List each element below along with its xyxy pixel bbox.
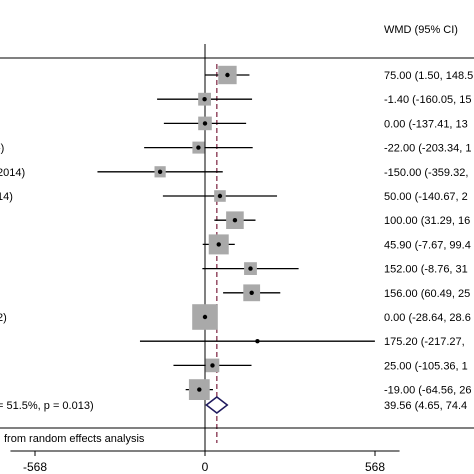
point-estimate bbox=[210, 363, 215, 368]
study-row: 75.00 (1.50, 148.5 bbox=[205, 65, 473, 85]
footnote: from random effects analysis bbox=[4, 433, 145, 445]
study-ci-label: -1.40 (-160.05, 15 bbox=[384, 94, 471, 106]
point-estimate bbox=[202, 121, 208, 126]
study-ci-label: 75.00 (1.50, 148.5 bbox=[384, 70, 473, 82]
study-ci-label: -22.00 (-203.34, 1 bbox=[384, 143, 471, 155]
ci-column-header: WMD (95% CI) bbox=[384, 24, 458, 36]
point-estimate bbox=[197, 387, 202, 392]
study-ci-label: 0.00 (-137.41, 13 bbox=[384, 118, 468, 130]
study-ci-label: 45.90 (-7.67, 99.4 bbox=[384, 239, 471, 251]
study-row: 2014) -150.00 (-359.32, bbox=[0, 166, 468, 179]
study-ci-label: -19.00 (-64.56, 26 bbox=[384, 385, 471, 397]
point-estimate bbox=[202, 97, 207, 102]
study-row: 45.90 (-7.67, 99.4 bbox=[202, 234, 471, 255]
point-estimate bbox=[216, 242, 221, 247]
study-row: 0.00 (-137.41, 13 bbox=[163, 116, 468, 130]
overall-diamond bbox=[205, 396, 229, 414]
overall-ci-label: 39.56 (4.65, 74.4 bbox=[384, 400, 467, 412]
x-tick-label: -568 bbox=[23, 460, 47, 474]
point-estimate bbox=[225, 72, 230, 78]
study-ci-label: 100.00 (31.29, 16 bbox=[384, 215, 470, 227]
study-row: -) -22.00 (-203.34, 1 bbox=[0, 141, 471, 155]
study-label: 2014) bbox=[0, 167, 25, 179]
point-estimate bbox=[255, 339, 260, 344]
study-label: 2) bbox=[0, 312, 7, 324]
point-estimate bbox=[157, 169, 163, 174]
study-row: 152.00 (-8.76, 31 bbox=[202, 262, 468, 276]
study-row: 14) 50.00 (-140.67, 2 bbox=[0, 190, 468, 203]
point-estimate bbox=[217, 193, 223, 199]
study-row: 100.00 (31.29, 16 bbox=[214, 211, 470, 229]
study-row: 25.00 (-105.36, 1 bbox=[173, 358, 468, 372]
study-row: -19.00 (-64.56, 26 bbox=[185, 379, 471, 400]
point-estimate bbox=[249, 290, 254, 295]
study-label: 14) bbox=[0, 191, 13, 203]
overall-heterogeneity-label: = 51.5%, p = 0.013) bbox=[0, 400, 94, 412]
point-estimate bbox=[202, 314, 208, 320]
study-label: -) bbox=[0, 143, 4, 155]
study-row: -1.40 (-160.05, 15 bbox=[157, 92, 471, 106]
study-row: 156.00 (60.49, 25 bbox=[223, 284, 470, 302]
point-estimate bbox=[196, 145, 201, 150]
study-ci-label: 25.00 (-105.36, 1 bbox=[384, 360, 468, 372]
study-row: 2) 0.00 (-28.64, 28.6 bbox=[0, 304, 471, 330]
x-tick-label: 568 bbox=[365, 460, 385, 474]
study-row: 175.20 (-217.27, bbox=[139, 336, 465, 348]
point-estimate bbox=[232, 218, 238, 223]
plot-area: 75.00 (1.50, 148.5 -1.40 (-160.05, 15 0.00… bbox=[0, 44, 474, 474]
study-ci-label: 50.00 (-140.67, 2 bbox=[384, 191, 468, 203]
study-ci-label: 156.00 (60.49, 25 bbox=[384, 288, 470, 300]
study-ci-label: -150.00 (-359.32, bbox=[384, 167, 468, 179]
point-estimate bbox=[248, 266, 253, 271]
study-ci-label: 152.00 (-8.76, 31 bbox=[384, 264, 468, 276]
study-ci-label: 175.20 (-217.27, bbox=[384, 336, 465, 348]
study-ci-label: 0.00 (-28.64, 28.6 bbox=[384, 312, 471, 324]
x-tick-label: 0 bbox=[202, 460, 209, 474]
